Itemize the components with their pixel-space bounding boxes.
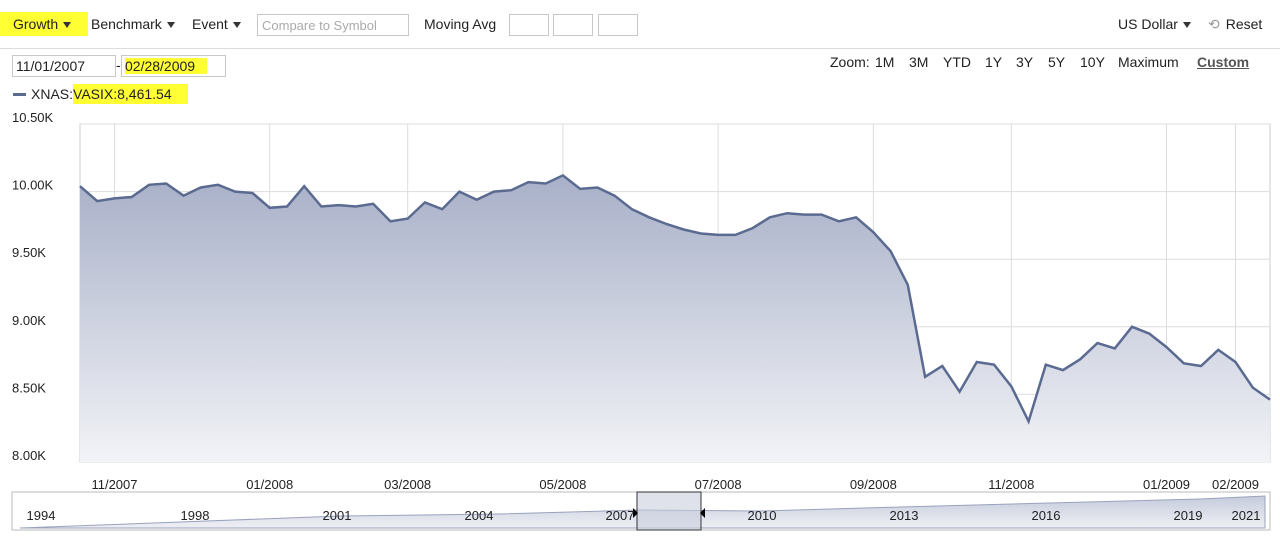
x-tick-label: 01/2009: [1143, 477, 1190, 492]
x-tick-label: 03/2008: [384, 477, 431, 492]
navigator-label: 2021: [1232, 508, 1261, 523]
currency-label: US Dollar: [1118, 16, 1178, 32]
navigator-label: 2010: [748, 508, 777, 523]
compare-placeholder: Compare to Symbol: [262, 18, 377, 33]
reset-icon: ⟲: [1208, 16, 1220, 32]
event-label: Event: [192, 16, 228, 32]
zoom-option[interactable]: 10Y: [1080, 54, 1105, 70]
reset-label: Reset: [1225, 16, 1263, 32]
navigator-label: 2007: [606, 508, 635, 523]
start-date: 11/01/2007: [16, 58, 86, 74]
navigator-label: 2019: [1174, 508, 1203, 523]
zoom-option[interactable]: YTD: [943, 54, 971, 70]
y-tick-label: 8.00K: [12, 448, 46, 463]
zoom-label: Zoom:: [830, 54, 870, 70]
y-tick-label: 10.00K: [12, 178, 54, 193]
y-tick-label: 9.50K: [12, 245, 46, 260]
moving-avg-input[interactable]: [553, 14, 593, 36]
zoom-option[interactable]: 1Y: [985, 54, 1003, 70]
moving-avg-label: Moving Avg: [424, 16, 497, 32]
zoom-option[interactable]: 3Y: [1016, 54, 1034, 70]
date-separator: -: [116, 57, 121, 73]
navigator-label: 2004: [465, 508, 494, 523]
toolbar-divider: [0, 48, 1280, 49]
legend: XNAS:VASIX:8,461.54: [31, 84, 188, 104]
end-date: 02/28/2009: [125, 58, 208, 74]
end-date-input[interactable]: 02/28/2009: [121, 55, 226, 77]
zoom-option[interactable]: 3M: [909, 54, 929, 70]
compare-input[interactable]: Compare to Symbol: [257, 14, 409, 36]
benchmark-label: Benchmark: [91, 16, 162, 32]
navigator-label: 2001: [323, 508, 352, 523]
navigator-label: 2013: [890, 508, 919, 523]
legend-symbol: XNAS:: [31, 86, 74, 102]
currency-menu[interactable]: US Dollar: [1118, 16, 1191, 32]
navigator-window[interactable]: [636, 491, 702, 531]
y-tick-label: 8.50K: [12, 380, 46, 395]
x-tick-label: 07/2008: [695, 477, 742, 492]
legend-value: VASIX:8,461.54: [73, 84, 188, 104]
y-tick-label: 9.00K: [12, 313, 46, 328]
legend-swatch: [13, 93, 26, 96]
reset-button[interactable]: ⟲ Reset: [1208, 16, 1262, 33]
moving-avg-input[interactable]: [509, 14, 549, 36]
navigator-label: 2016: [1032, 508, 1061, 523]
benchmark-menu[interactable]: Benchmark: [91, 16, 175, 32]
area: [80, 175, 1270, 462]
zoom-option[interactable]: Custom: [1197, 54, 1250, 70]
x-tick-label: 09/2008: [850, 477, 897, 492]
zoom-option[interactable]: 5Y: [1048, 54, 1066, 70]
x-tick-label: 11/2007: [91, 477, 137, 492]
x-tick-label: 01/2008: [246, 477, 293, 492]
zoom-option[interactable]: 1M: [875, 54, 895, 70]
event-menu[interactable]: Event: [192, 16, 241, 32]
y-tick-label: 10.50K: [12, 110, 54, 125]
navigator-label: 1994: [27, 508, 56, 523]
x-tick-label: 02/2009: [1212, 477, 1259, 492]
start-date-input[interactable]: 11/01/2007: [12, 55, 116, 77]
line: [79, 173, 1271, 425]
moving-avg-input[interactable]: [598, 14, 638, 36]
x-tick-label: 05/2008: [539, 477, 586, 492]
growth-menu[interactable]: Growth: [0, 12, 88, 36]
growth-label: Growth: [13, 16, 59, 32]
x-tick-label: 11/2008: [988, 477, 1034, 492]
navigator-label: 1998: [181, 508, 210, 523]
zoom-option[interactable]: Maximum: [1118, 54, 1179, 70]
